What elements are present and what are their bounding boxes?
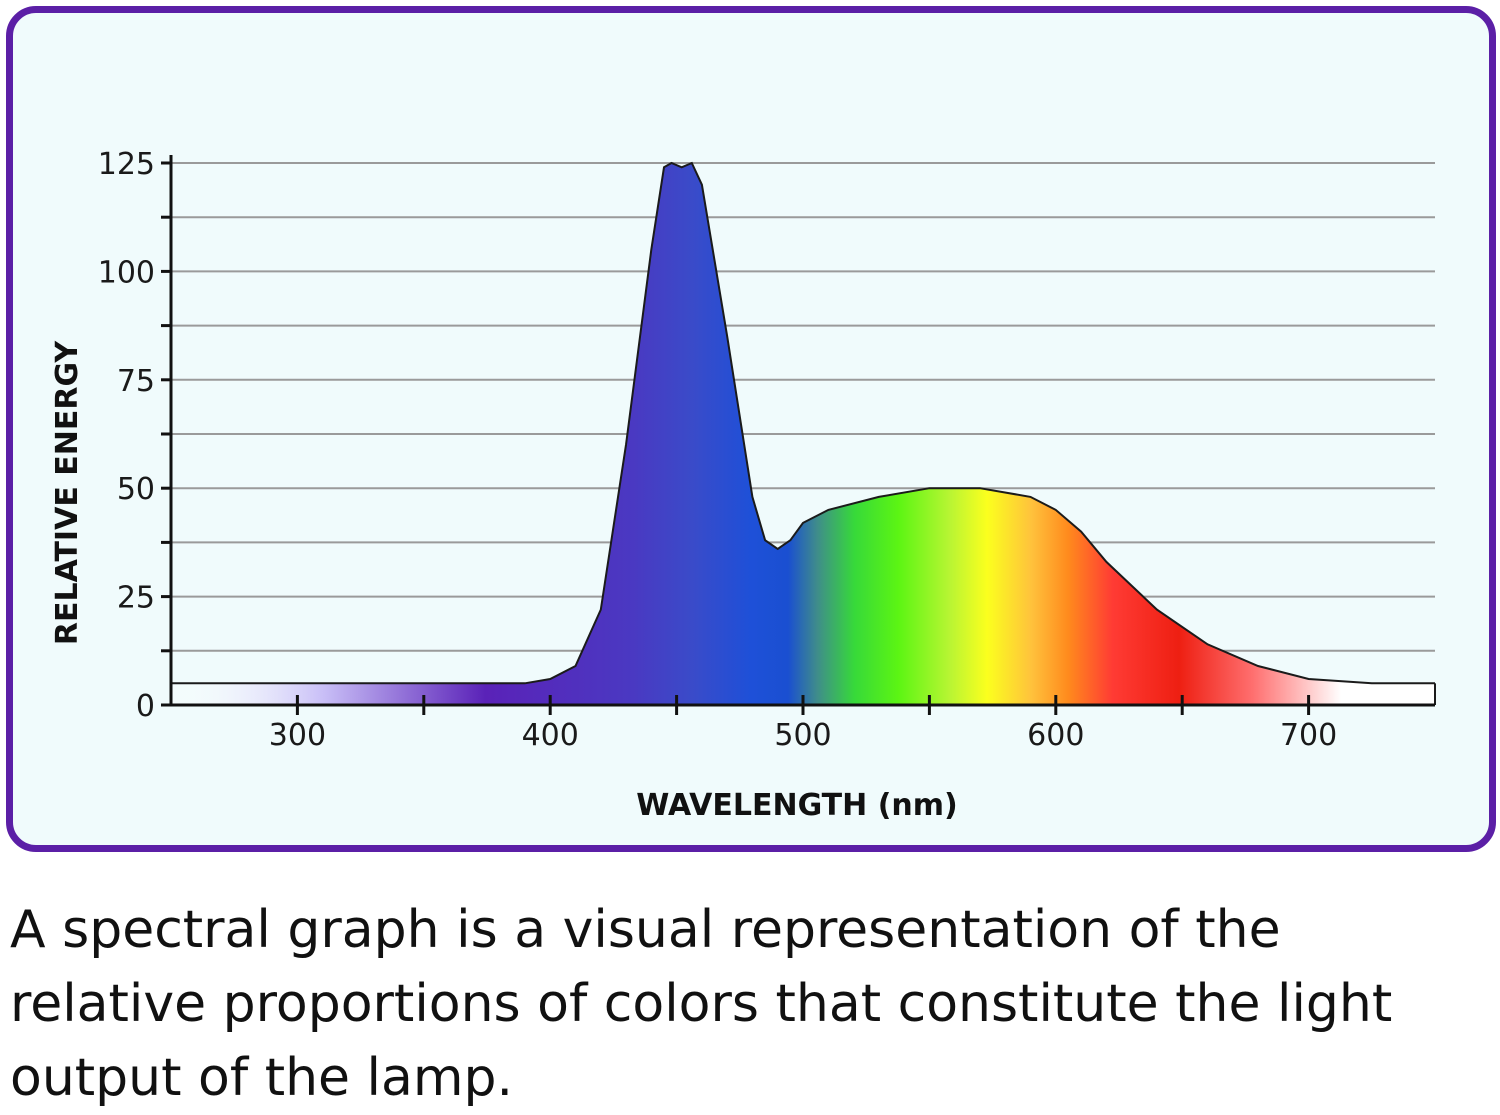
spectrum-line: [171, 161, 1435, 685]
x-axis-label: WAVELENGTH (nm): [636, 788, 958, 823]
caption-text: A spectral graph is a visual representat…: [10, 900, 1393, 1108]
y-tick-label: 125: [98, 147, 155, 182]
chart-frame: 0 25 50 75 100 125 300 400 500 600 700 WAVELENGTH …: [6, 6, 1496, 852]
x-tick-label: 500: [774, 718, 831, 753]
x-tick-label: 300: [269, 718, 326, 753]
y-tick-label: 100: [98, 255, 155, 290]
y-tick-label: 0: [136, 689, 155, 724]
y-axis-label: RELATIVE ENERGY: [50, 340, 85, 646]
spectrum-area: [171, 161, 1436, 705]
y-tick-label: 50: [117, 472, 155, 507]
grid-lines: [171, 162, 1435, 652]
y-tick-label: 75: [117, 364, 155, 399]
spectral-chart: 0 25 50 75 100 125 300 400 500 600 700 WAVELENGTH …: [50, 147, 1436, 823]
x-tick-label: 400: [522, 718, 579, 753]
x-tick-label: 700: [1280, 718, 1337, 753]
tick-labels: 0 25 50 75 100 125 300 400 500 600 700: [98, 147, 1337, 753]
spectrum-fill: [171, 163, 1435, 705]
x-tick-label: 600: [1027, 718, 1084, 753]
y-tick-label: 25: [117, 581, 155, 616]
